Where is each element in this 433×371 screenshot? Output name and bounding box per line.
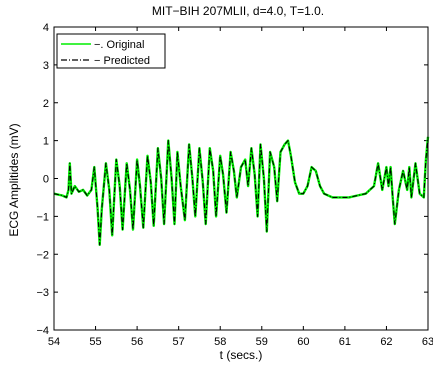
x-tick-label: 55 (89, 336, 101, 348)
x-axis-label: t (secs.) (220, 348, 263, 362)
legend-label-original: −. Original (94, 39, 144, 51)
y-tick-label: −1 (36, 211, 49, 223)
x-tick-label: 60 (297, 336, 309, 348)
x-tick-label: 54 (48, 336, 60, 348)
x-tick-label: 62 (380, 336, 392, 348)
x-tick-label: 61 (339, 336, 351, 348)
legend-label-predicted: − Predicted (94, 55, 150, 67)
x-tick-label: 56 (131, 336, 143, 348)
y-axis-label: ECG Amplitides (mV) (7, 123, 21, 236)
series-line-original (53, 136, 430, 247)
legend-box (56, 33, 166, 69)
legend: −. Original − Predicted (56, 33, 166, 69)
series-line-predicted (53, 136, 429, 246)
y-tick-label: 0 (43, 174, 49, 186)
axis-ticks: 54 55 56 57 58 59 60 61 62 63 −4 −3 −2 −1 0 1 2 3 4 (36, 22, 433, 348)
y-tick-label: 4 (43, 22, 49, 34)
x-tick-label: 57 (173, 336, 185, 348)
x-tick-label: 59 (256, 336, 268, 348)
y-tick-label: 2 (43, 98, 49, 110)
chart-title: MIT−BIH 207MLII, d=4.0, T=1.0. (152, 4, 324, 18)
y-tick-label: 3 (43, 60, 49, 72)
y-tick-label: −3 (36, 287, 49, 299)
plot-lines (53, 136, 430, 247)
y-tick-label: −4 (36, 325, 49, 337)
x-tick-label: 63 (422, 336, 433, 348)
y-tick-label: −2 (36, 249, 49, 261)
plot-area-border (53, 26, 429, 331)
x-tick-label: 58 (214, 336, 226, 348)
y-tick-label: 1 (43, 136, 49, 148)
